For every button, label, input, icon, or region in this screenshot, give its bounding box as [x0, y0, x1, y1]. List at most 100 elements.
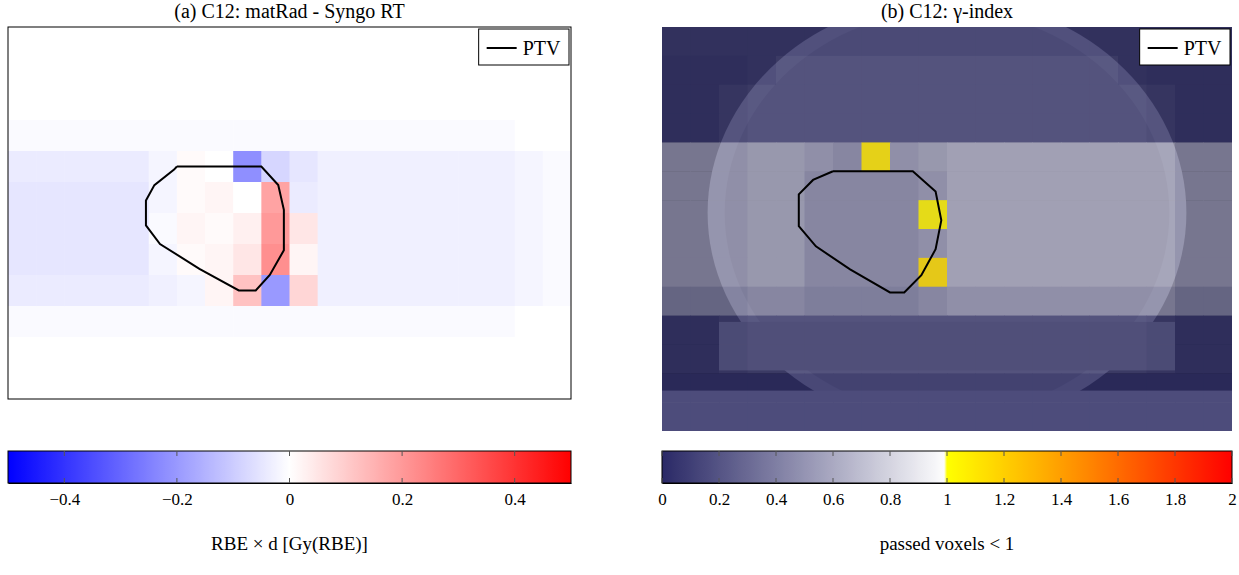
heatmap-cell	[318, 368, 347, 399]
heatmap-cell	[976, 287, 1005, 316]
colorbar-tick	[776, 451, 777, 456]
colorbar-axis-line	[9, 483, 572, 484]
ct-head	[708, 27, 1187, 427]
heatmap-cell	[515, 120, 544, 152]
heatmap-cell	[862, 142, 891, 171]
heatmap-cell	[1118, 200, 1147, 229]
heatmap-cell	[1004, 229, 1033, 258]
heatmap-cell	[458, 337, 487, 369]
heatmap-cell	[776, 229, 805, 258]
heatmap-cell	[36, 244, 65, 276]
heatmap-cell	[290, 151, 319, 183]
colorbar-tick	[64, 478, 65, 483]
heatmap-cell	[1004, 402, 1033, 431]
heatmap-cell	[1204, 373, 1233, 402]
heatmap-cell	[205, 306, 234, 338]
heatmap-cell	[691, 27, 720, 56]
heatmap-cell	[430, 213, 459, 245]
panel: (b) C12: γ-indexPTV00.20.40.60.811.21.41…	[658, 0, 1237, 554]
heatmap-cell	[121, 275, 150, 307]
heatmap-cell	[1090, 402, 1119, 431]
heatmap-cell	[1090, 142, 1119, 171]
heatmap-cell	[346, 368, 375, 399]
heatmap-cell	[8, 182, 37, 214]
heatmap-cell	[1175, 171, 1204, 200]
heatmap-cell	[1061, 344, 1090, 373]
heatmap-cell	[862, 258, 891, 287]
heatmap-cell	[748, 56, 777, 85]
heatmap-cell	[1033, 344, 1062, 373]
heatmap-cell	[149, 275, 178, 307]
tick-label: 1	[943, 490, 952, 509]
heatmap-cell	[205, 58, 234, 90]
heatmap-cell	[487, 275, 516, 307]
heatmap-cell	[487, 120, 516, 152]
heatmap-cell	[92, 213, 121, 245]
heatmap-cell	[261, 58, 290, 90]
heatmap-cell	[36, 120, 65, 152]
heatmap-cell	[1118, 142, 1147, 171]
heatmap-cell	[149, 120, 178, 152]
legend: PTV	[1140, 29, 1230, 65]
heatmap-cell	[833, 114, 862, 143]
heatmap-cell	[691, 114, 720, 143]
heatmap-cell	[719, 229, 748, 258]
heatmap-cell	[947, 114, 976, 143]
heatmap-cell	[662, 229, 691, 258]
heatmap-cell	[662, 373, 691, 402]
title: (a) C12: matRad - Syngo RT	[174, 0, 404, 23]
heatmap-cell	[1147, 402, 1176, 431]
heatmap-cell	[1090, 85, 1119, 114]
heatmap-cell	[346, 213, 375, 245]
colorbar-gradient	[662, 451, 1232, 483]
heatmap-cell	[92, 182, 121, 214]
heatmap-cell	[64, 89, 93, 121]
heatmap-cell	[1147, 171, 1176, 200]
tick: 0	[658, 483, 667, 509]
heatmap-cell	[346, 58, 375, 90]
heatmap-cell	[92, 89, 121, 121]
heatmap-cell	[976, 85, 1005, 114]
heatmap-cell	[1204, 287, 1233, 316]
heatmap-cell	[1004, 142, 1033, 171]
heatmap-cell	[430, 58, 459, 90]
heatmap-cell	[402, 182, 431, 214]
tick-label: 1.8	[1165, 490, 1186, 509]
colorbar-tick	[1175, 478, 1176, 483]
heatmap-cell	[976, 200, 1005, 229]
heatmap-cell	[543, 306, 571, 338]
heatmap-cell	[662, 344, 691, 373]
heatmap-cell	[776, 114, 805, 143]
heatmap-cell	[36, 306, 65, 338]
heatmap-cell	[719, 402, 748, 431]
heatmap-cell	[92, 120, 121, 152]
heatmap-cell	[36, 368, 65, 399]
heatmap-cell	[1033, 200, 1062, 229]
heatmap-cell	[374, 89, 403, 121]
heatmap-cell	[976, 402, 1005, 431]
heatmap-cell	[149, 244, 178, 276]
heatmap-cell	[290, 182, 319, 214]
heatmap-cell	[64, 368, 93, 399]
heatmap-cell	[691, 56, 720, 85]
heatmap-cell	[233, 337, 262, 369]
heatmap-cell	[177, 89, 206, 121]
heatmap-cell	[691, 200, 720, 229]
heatmap-cell	[36, 58, 65, 90]
heatmap-cell	[748, 171, 777, 200]
heatmap-cell	[543, 182, 571, 214]
heatmap-cell	[261, 151, 290, 183]
heatmap-cell	[805, 114, 834, 143]
heatmap-cell	[346, 244, 375, 276]
heatmap-cell	[402, 337, 431, 369]
tick-label: 0.4	[505, 490, 527, 509]
heatmap-cell	[776, 373, 805, 402]
heatmap-cell	[318, 151, 347, 183]
heatmap-cell	[776, 85, 805, 114]
heatmap-cell	[1061, 200, 1090, 229]
heatmap-cell	[374, 151, 403, 183]
heatmap-cell	[919, 373, 948, 402]
heatmap-cell	[64, 120, 93, 152]
heatmap-cell	[290, 368, 319, 399]
heatmap-cell	[833, 344, 862, 373]
